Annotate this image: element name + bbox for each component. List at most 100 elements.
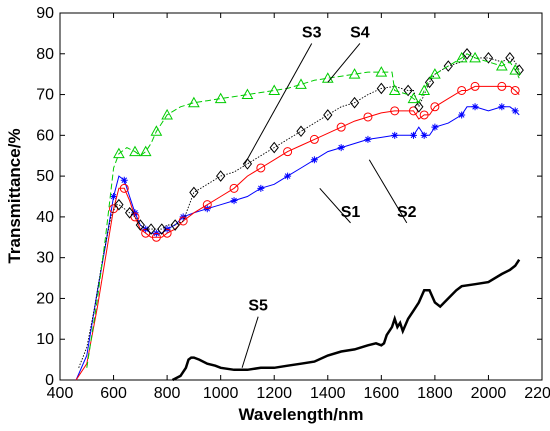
- marker-s4: [388, 84, 401, 95]
- marker-s2: [510, 85, 520, 95]
- marker-s1: [420, 131, 428, 139]
- marker-s1: [471, 103, 479, 111]
- y-tick-label: 80: [36, 46, 54, 63]
- marker-s3: [157, 223, 167, 235]
- marker-s2: [363, 112, 373, 122]
- annotation-label-s3: S3: [302, 24, 322, 41]
- marker-s2: [309, 134, 319, 144]
- annotation-label-s1: S1: [341, 204, 361, 221]
- marker-s2: [390, 106, 400, 116]
- x-axis-title: Wavelength/nm: [239, 405, 364, 424]
- marker-s4: [455, 51, 468, 63]
- marker-s1: [337, 144, 345, 152]
- marker-s4: [214, 92, 227, 104]
- marker-s3: [323, 109, 333, 121]
- marker-s1: [110, 193, 118, 200]
- series-line-s5: [171, 259, 521, 382]
- marker-s2: [151, 232, 161, 242]
- marker-s3: [403, 84, 413, 97]
- x-tick-label: 1200: [256, 385, 292, 402]
- marker-s3: [269, 141, 279, 154]
- marker-s1: [458, 111, 466, 119]
- y-tick-label: 90: [36, 5, 54, 22]
- marker-s4: [268, 84, 281, 95]
- marker-s4: [429, 68, 441, 79]
- marker-s4: [113, 147, 125, 159]
- marker-s2: [419, 110, 429, 120]
- y-tick-label: 50: [36, 168, 54, 185]
- marker-s2: [178, 216, 188, 226]
- marker-s3: [414, 100, 424, 113]
- marker-s1: [364, 135, 372, 143]
- series-line-s2: [75, 85, 520, 381]
- marker-s4: [161, 108, 173, 120]
- y-tick-label: 70: [36, 87, 54, 104]
- marker-s4: [150, 125, 163, 136]
- marker-s2: [283, 147, 293, 157]
- marker-s2: [229, 183, 239, 193]
- marker-s1: [391, 131, 399, 139]
- y-tick-label: 10: [36, 331, 54, 348]
- marker-s4: [241, 88, 254, 100]
- marker-s4: [348, 68, 361, 79]
- y-axis-title: Transmittance/%: [5, 128, 24, 263]
- marker-s1: [310, 156, 318, 164]
- marker-s3: [483, 52, 494, 64]
- marker-s1: [409, 131, 417, 139]
- marker-s3: [189, 186, 199, 199]
- marker-s3: [296, 125, 306, 138]
- marker-s3: [242, 158, 253, 170]
- marker-s1: [257, 184, 265, 192]
- marker-s3: [135, 219, 145, 231]
- x-tick-label: 2000: [471, 385, 507, 402]
- annotation-pointer-s1: [319, 188, 351, 224]
- marker-s2: [119, 183, 129, 193]
- y-tick-label: 20: [36, 290, 54, 307]
- x-tick-label: 600: [100, 385, 127, 402]
- marker-s4: [295, 78, 307, 89]
- marker-s2: [470, 81, 480, 91]
- marker-s4: [375, 66, 388, 77]
- marker-s1: [511, 107, 519, 115]
- marker-s3: [349, 96, 360, 109]
- x-tick-label: 1800: [417, 385, 453, 402]
- marker-s4: [495, 59, 508, 71]
- marker-s4: [509, 64, 522, 75]
- marker-s2: [457, 85, 467, 95]
- y-tick-label: 30: [36, 250, 54, 267]
- marker-s1: [431, 123, 439, 131]
- x-tick-label: 800: [154, 385, 181, 402]
- annotation-label-s2: S2: [397, 204, 417, 221]
- annotation-label-s4: S4: [350, 24, 370, 41]
- marker-s2: [256, 163, 266, 173]
- marker-s2: [430, 102, 440, 112]
- annotation-label-s5: S5: [248, 298, 268, 315]
- x-tick-label: 1000: [203, 385, 239, 402]
- marker-s2: [202, 200, 212, 210]
- marker-s4: [188, 96, 200, 108]
- marker-s3: [146, 223, 156, 235]
- marker-s1: [498, 103, 506, 111]
- marker-s4: [407, 92, 420, 104]
- annotation-layer: S1 S2 S3 S4 S5: [241, 24, 417, 368]
- marker-s2: [336, 122, 346, 132]
- marker-s3: [216, 170, 226, 182]
- marker-s2: [497, 81, 507, 91]
- marker-s3: [170, 219, 180, 231]
- marker-s4: [129, 145, 141, 157]
- marker-s1: [284, 172, 292, 180]
- marker-s3: [124, 207, 135, 219]
- x-tick-label: 1400: [310, 385, 346, 402]
- marker-s4: [139, 145, 152, 157]
- marker-s3: [114, 198, 124, 211]
- x-tick-label: 1600: [364, 385, 400, 402]
- annotation-pointer-s5: [241, 316, 259, 368]
- annotation-pointer-s4: [327, 43, 361, 83]
- plot-area: [59, 12, 543, 381]
- annotation-pointer-s2: [368, 159, 408, 224]
- marker-s3: [505, 52, 515, 64]
- marker-s1: [230, 197, 238, 205]
